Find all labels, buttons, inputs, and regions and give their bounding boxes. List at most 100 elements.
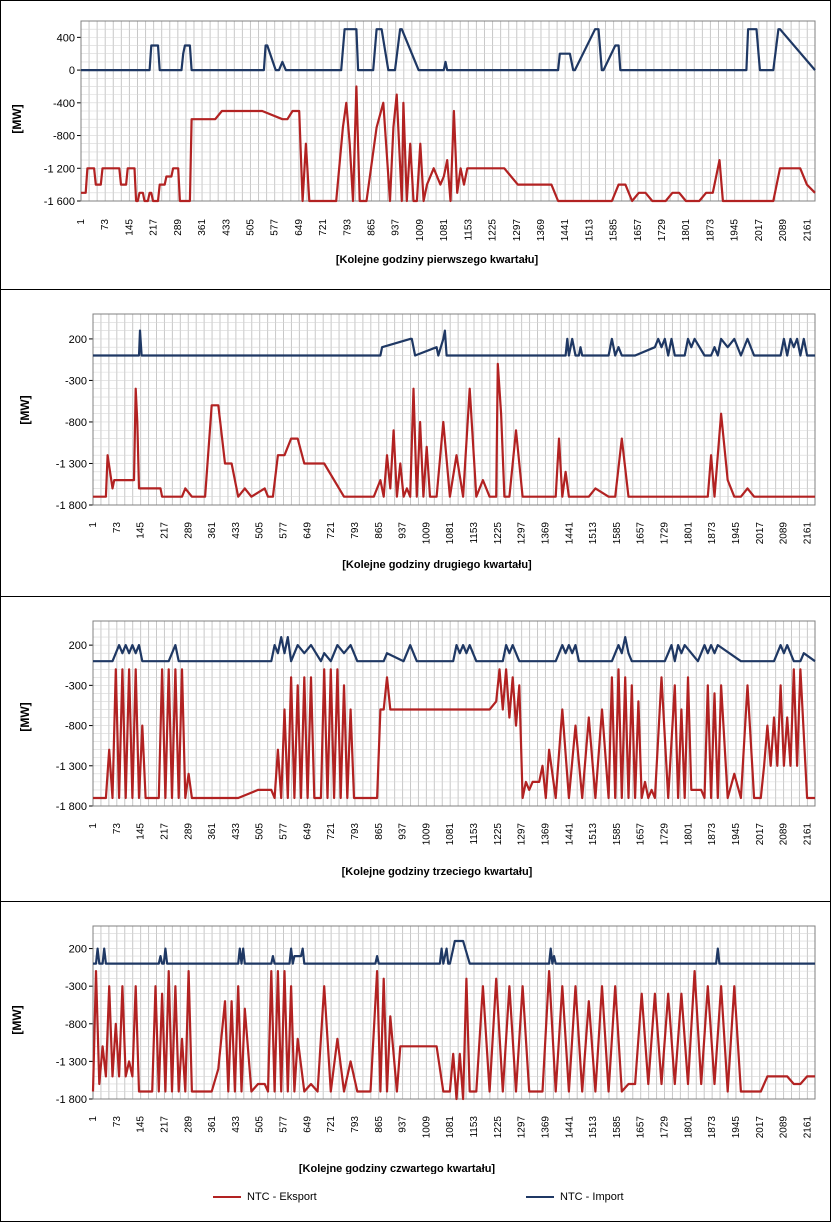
x-tick-label: 1657 [636,522,647,545]
x-tick-label: 289 [183,1116,194,1133]
x-tick-label: 1 [76,219,87,225]
x-tick-label: 1225 [488,219,499,242]
x-tick-label: 865 [367,219,378,236]
y-tick-label: -1 600 [44,196,75,208]
x-tick-label: 1585 [612,522,623,545]
x-tick-label: 1009 [421,1116,432,1139]
x-tick-label: 1081 [445,522,456,545]
x-tick-label: 1873 [707,823,718,846]
x-tick-label: 2161 [802,522,813,545]
chart-panel-q2: [MW] [Kolejne godziny drugiego kwartału]… [0,289,831,597]
x-tick-label: 145 [136,823,147,840]
x-tick-label: 289 [173,219,184,236]
x-tick-label: 1585 [612,823,623,846]
x-tick-label: 1513 [588,522,599,545]
x-tick-label: 1369 [540,522,551,545]
series-line-import [93,636,816,663]
plot-border [92,313,816,506]
y-tick-label: -800 [65,417,87,429]
x-tick-label: 2161 [802,1116,813,1139]
x-tick-label: 721 [326,522,337,539]
x-tick-label: 1 [88,522,99,528]
x-tick-label: 1 [88,1116,99,1122]
chart-panel-q4: [MW] [Kolejne godziny czwartego kwartału… [0,901,831,1222]
series-line-export [93,668,815,800]
x-tick-label: 433 [231,1116,242,1133]
x-tick-label: 289 [183,823,194,840]
x-tick-label: 73 [112,823,123,835]
y-tick-label: 200 [69,334,87,346]
y-tick-label: -800 [53,131,75,143]
chart-q2: [MW] [Kolejne godziny drugiego kwartału]… [18,313,816,571]
x-tick-label: 1729 [657,219,668,242]
x-tick-label: 361 [207,823,218,840]
chart-q4: [MW] [Kolejne godziny czwartego kwartału… [10,925,816,1175]
x-tick-label: 217 [159,1116,170,1133]
x-tick-label: 2089 [779,1116,790,1139]
x-tick-label: 433 [231,522,242,539]
chart-q3: [MW] [Kolejne godziny trzeciego kwartału… [18,620,816,878]
legend-item-import: NTC - Import [526,1191,624,1203]
chart-q1: [MW] [Kolejne godziny pierwszego kwartał… [10,20,816,266]
x-tick-label: 217 [159,823,170,840]
x-tick-label: 649 [302,1116,313,1133]
legend-swatch-export [213,1196,241,1198]
x-tick-label: 1945 [731,1116,742,1139]
x-tick-label: 577 [279,522,290,539]
y-axis-label: [MW] [18,702,32,731]
x-tick-label: 577 [279,1116,290,1133]
x-tick-label: 73 [112,1116,123,1128]
x-tick-label: 721 [326,1116,337,1133]
x-tick-label: 1729 [660,522,671,545]
x-tick-label: 1009 [421,823,432,846]
x-tick-label: 2017 [755,1116,766,1139]
x-tick-label: 2017 [754,219,765,242]
x-tick-label: 793 [350,1116,361,1133]
x-tick-label: 1801 [681,219,692,242]
x-tick-label: 1585 [609,219,620,242]
x-tick-label: 1009 [421,522,432,545]
x-tick-label: 865 [374,823,385,840]
legend-label-import: NTC - Import [560,1191,624,1203]
y-tick-label: -1 800 [56,1094,87,1106]
x-tick-label: 2161 [802,823,813,846]
legend-item-export: NTC - Eksport [213,1191,317,1203]
x-tick-label: 1585 [612,1116,623,1139]
x-tick-label: 1225 [493,522,504,545]
y-axis-label: [MW] [10,1005,24,1034]
x-tick-label: 433 [231,823,242,840]
x-tick-label: 1945 [731,522,742,545]
x-tick-label: 1801 [683,1116,694,1139]
x-tick-label: 1729 [660,1116,671,1139]
legend: NTC - Eksport NTC - Import [1,1177,832,1217]
x-tick-label: 1369 [536,219,547,242]
x-tick-label: 793 [350,522,361,539]
y-tick-label: -1 800 [56,801,87,813]
x-tick-label: 73 [100,219,111,231]
x-tick-label: 1873 [705,219,716,242]
x-tick-label: 937 [391,219,402,236]
x-tick-label: 1225 [493,823,504,846]
x-tick-label: 649 [302,823,313,840]
x-tick-label: 577 [279,823,290,840]
series-line-export [91,970,815,1101]
x-tick-label: 937 [398,823,409,840]
x-tick-label: 1513 [588,823,599,846]
y-axis-label: [MW] [18,395,32,424]
x-tick-label: 1441 [564,823,575,846]
y-tick-label: -1 300 [56,1056,87,1068]
x-tick-label: 865 [374,1116,385,1133]
y-tick-label: 200 [69,640,87,652]
x-tick-label: 1009 [415,219,426,242]
series-line-import [93,329,815,357]
x-tick-label: 1657 [636,1116,647,1139]
x-tick-label: 1513 [588,1116,599,1139]
x-tick-label: 505 [255,823,266,840]
series-line-import [93,939,815,965]
y-axis-label: [MW] [10,104,24,133]
x-tick-label: 217 [149,219,160,236]
x-tick-label: 1945 [730,219,741,242]
y-tick-label: 400 [57,32,75,44]
plot-border [92,925,816,1100]
x-tick-label: 577 [270,219,281,236]
